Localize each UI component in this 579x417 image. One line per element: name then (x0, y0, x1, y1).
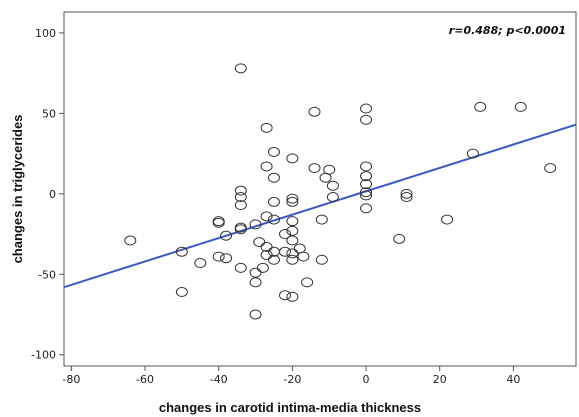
x-tick-label: 20 (433, 373, 447, 386)
data-point (260, 122, 273, 133)
data-point (260, 249, 273, 260)
data-point (279, 290, 292, 301)
y-axis-label: changes in triglycerides (10, 115, 25, 264)
data-point (194, 258, 207, 269)
data-point (360, 103, 373, 114)
data-point (212, 217, 225, 228)
y-axis: 100 50 0 -50 -100 (31, 27, 64, 362)
regression-line (63, 123, 577, 289)
data-point (360, 161, 373, 172)
data-point (267, 254, 280, 265)
data-point (234, 200, 247, 211)
x-axis-label: changes in carotid intima-media thicknes… (159, 400, 421, 415)
data-point (286, 254, 299, 265)
data-point (234, 185, 247, 196)
data-point (249, 309, 262, 320)
y-tick-label: 0 (49, 188, 56, 201)
x-axis: -80 -60 -40 -20 0 20 40 (62, 366, 520, 386)
data-point (297, 251, 310, 262)
data-point (253, 237, 266, 248)
data-point (326, 192, 339, 203)
data-point (220, 230, 233, 241)
plot-frame (63, 11, 577, 367)
data-point (286, 193, 299, 204)
y-tick-label: 50 (42, 107, 56, 120)
data-point (234, 192, 247, 203)
data-points (124, 63, 557, 320)
data-point (308, 163, 321, 174)
data-point (267, 196, 280, 207)
data-point (323, 164, 336, 175)
x-tick-label: -60 (136, 373, 154, 386)
data-point (175, 286, 188, 297)
data-point (466, 148, 479, 159)
data-point (260, 241, 273, 252)
data-point (279, 229, 292, 240)
data-point (360, 171, 373, 182)
data-point (360, 203, 373, 214)
data-point (400, 188, 413, 199)
y-tick-label: -100 (31, 349, 56, 362)
data-point (360, 187, 373, 198)
data-point (286, 196, 299, 207)
data-point (234, 262, 247, 273)
data-point (234, 224, 247, 235)
data-point (260, 161, 273, 172)
y-tick-label: -50 (38, 268, 56, 281)
data-point (308, 106, 321, 117)
data-point (286, 235, 299, 246)
data-point (286, 248, 299, 259)
data-point (286, 216, 299, 227)
data-point (286, 291, 299, 302)
data-point (400, 192, 413, 203)
data-point (267, 172, 280, 183)
x-tick-label: -20 (283, 373, 301, 386)
data-point (514, 101, 527, 112)
data-point (474, 101, 487, 112)
data-point (315, 254, 328, 265)
data-point (360, 190, 373, 201)
data-point (249, 267, 262, 278)
data-point (260, 211, 273, 222)
data-point (124, 235, 137, 246)
data-point (441, 214, 454, 225)
correlation-annotation: r=0.488; p<0.0001 (449, 24, 566, 37)
y-tick-label: 100 (35, 27, 56, 40)
data-point (212, 251, 225, 262)
x-tick-label: -40 (210, 373, 228, 386)
data-point (267, 214, 280, 225)
data-point (544, 163, 557, 174)
data-point (286, 225, 299, 236)
data-point (301, 277, 314, 288)
data-point (220, 253, 233, 264)
data-point (175, 246, 188, 257)
data-point (393, 233, 406, 244)
data-point (286, 153, 299, 164)
data-point (360, 179, 373, 190)
data-point (360, 114, 373, 125)
data-point (249, 219, 262, 230)
data-point (326, 180, 339, 191)
data-point (234, 63, 247, 74)
data-point (249, 277, 262, 288)
x-tick-label: -80 (62, 373, 80, 386)
x-tick-label: 0 (363, 373, 370, 386)
data-point (267, 146, 280, 157)
data-point (315, 214, 328, 225)
x-tick-label: 40 (506, 373, 520, 386)
data-point (279, 246, 292, 257)
data-point (256, 262, 269, 273)
